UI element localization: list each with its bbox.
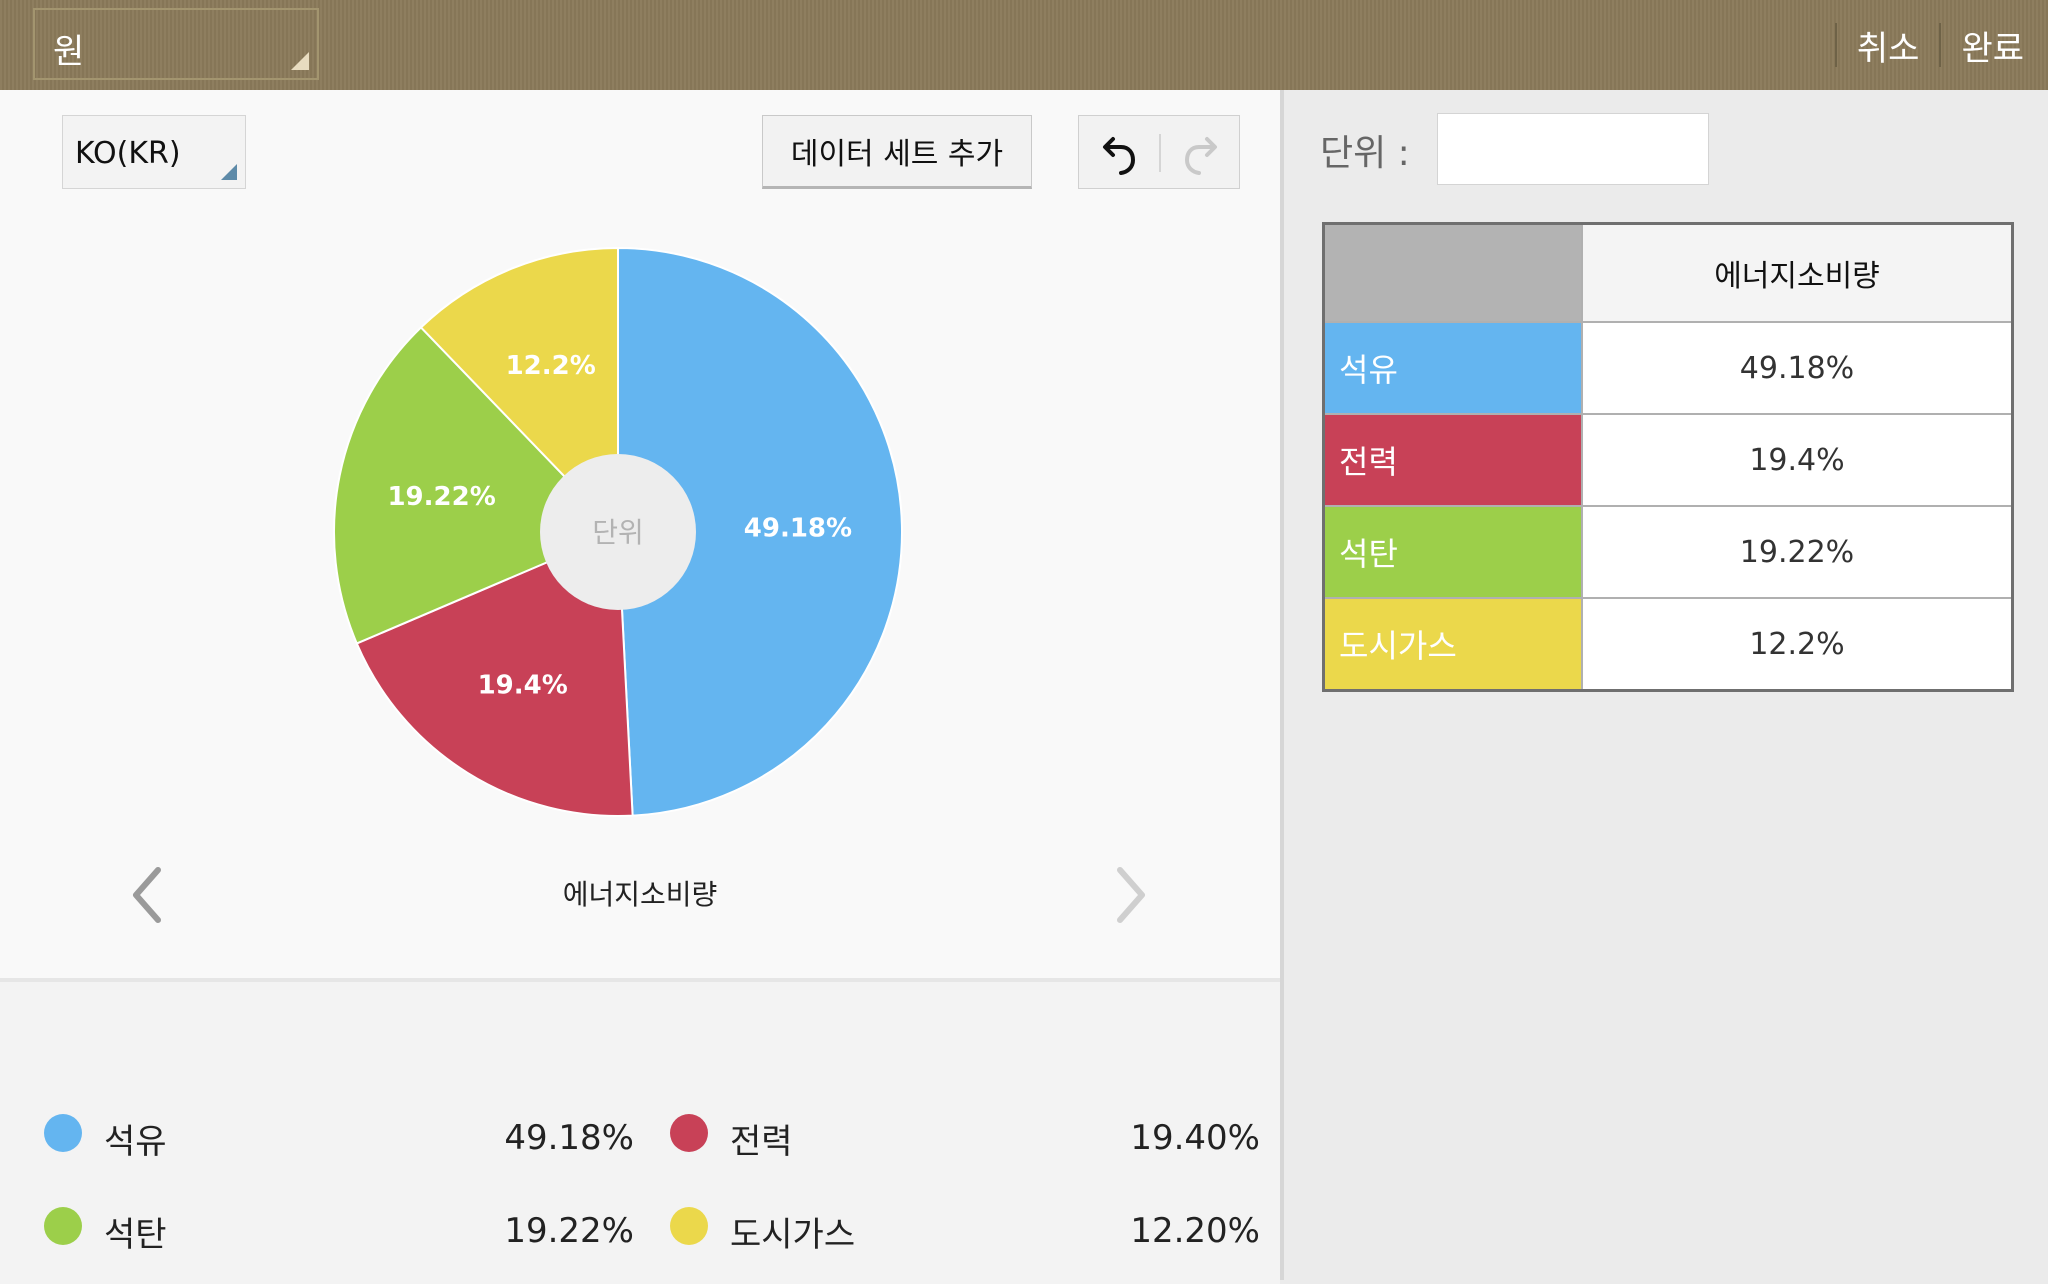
unit-label: 단위 : xyxy=(1320,133,1410,174)
slice-label: 49.18% xyxy=(744,513,852,543)
legend-swatch xyxy=(44,1114,82,1152)
table-row: 전력 19.4% xyxy=(1322,413,2014,507)
add-dataset-button[interactable]: 데이터 세트 추가 xyxy=(762,115,1032,189)
data-table: 에너지소비량 석유 49.18% 전력 19.4% 석탄 19.22% 도시가스… xyxy=(1322,222,2014,692)
legend-swatch xyxy=(670,1114,708,1152)
chart-type-label: 원 xyxy=(53,32,85,72)
chart-legend: 석유 49.18% 전력 19.40% 석탄 19.22% 도시가스 12.20… xyxy=(0,978,1280,1284)
pie-slice[interactable] xyxy=(419,246,619,535)
category-cell[interactable]: 도시가스 xyxy=(1322,597,1583,692)
undo-icon[interactable] xyxy=(1099,129,1143,177)
chart-panel: KO(KR) 데이터 세트 추가 49.18% 19.4% 19.22% 12.2% 단… xyxy=(0,90,1280,1284)
legend-label: 석탄 xyxy=(104,1215,167,1255)
legend-item: 석탄 19.22% xyxy=(34,1195,634,1255)
legend-swatch xyxy=(670,1207,708,1245)
legend-label: 석유 xyxy=(104,1122,167,1162)
chevron-left-icon[interactable] xyxy=(122,860,172,930)
legend-item: 전력 19.40% xyxy=(660,1102,1260,1162)
legend-value: 12.20% xyxy=(1130,1211,1260,1251)
legend-value: 49.18% xyxy=(504,1118,634,1158)
undo-redo-group xyxy=(1078,115,1240,189)
category-cell[interactable]: 석유 xyxy=(1322,321,1583,415)
cancel-button[interactable]: 취소 xyxy=(1856,28,1920,69)
data-editor-panel: 단위 : 에너지소비량 석유 49.18% 전력 19.4% 석탄 19.22%… xyxy=(1284,90,2048,1280)
slice-label: 12.2% xyxy=(506,351,596,381)
slice-label: 19.22% xyxy=(387,482,495,512)
center-label: 단위 xyxy=(592,516,644,549)
unit-input[interactable] xyxy=(1437,113,1709,185)
top-bar: 원 취소 완료 xyxy=(0,0,2048,91)
value-cell[interactable]: 49.18% xyxy=(1581,321,2014,415)
chart-type-dropdown[interactable]: 원 xyxy=(33,8,319,80)
table-corner-cell xyxy=(1322,222,1583,323)
chart-title: 에너지소비량 xyxy=(562,878,718,911)
undo-redo-separator xyxy=(1159,134,1161,172)
table-header-cell[interactable]: 에너지소비량 xyxy=(1581,222,2014,323)
value-cell[interactable]: 12.2% xyxy=(1581,597,2014,692)
dropdown-corner-icon xyxy=(291,52,309,70)
legend-label: 도시가스 xyxy=(730,1215,856,1255)
language-dropdown[interactable]: KO(KR) xyxy=(62,115,246,189)
category-cell[interactable]: 전력 xyxy=(1322,413,1583,507)
action-separator xyxy=(1834,23,1837,67)
slice-label: 19.4% xyxy=(478,671,568,701)
pie-slice[interactable] xyxy=(355,530,634,817)
legend-label: 전력 xyxy=(730,1122,793,1162)
table-header-row: 에너지소비량 xyxy=(1322,222,2014,323)
language-label: KO(KR) xyxy=(75,136,181,171)
redo-icon[interactable] xyxy=(1177,129,1221,177)
chevron-right-icon[interactable] xyxy=(1106,860,1156,930)
legend-value: 19.40% xyxy=(1130,1118,1260,1158)
table-row: 석탄 19.22% xyxy=(1322,505,2014,599)
action-separator xyxy=(1939,23,1942,67)
value-cell[interactable]: 19.4% xyxy=(1581,413,2014,507)
pie-slice[interactable] xyxy=(617,246,903,817)
table-row: 석유 49.18% xyxy=(1322,321,2014,415)
legend-swatch xyxy=(44,1207,82,1245)
done-button[interactable]: 완료 xyxy=(1961,28,2024,69)
donut-center xyxy=(540,454,696,610)
value-cell[interactable]: 19.22% xyxy=(1581,505,2014,599)
top-actions: 취소 완료 xyxy=(1817,0,2048,90)
legend-item: 석유 49.18% xyxy=(34,1102,634,1162)
legend-value: 19.22% xyxy=(504,1211,634,1251)
table-row: 도시가스 12.2% xyxy=(1322,597,2014,692)
panel-divider xyxy=(1280,90,1284,1280)
pie-slice[interactable] xyxy=(333,326,620,645)
pie-chart: 49.18% 19.4% 19.22% 12.2% 단위 xyxy=(333,246,903,817)
category-cell[interactable]: 석탄 xyxy=(1322,505,1583,599)
dropdown-corner-icon xyxy=(221,164,237,180)
legend-item: 도시가스 12.20% xyxy=(660,1195,1260,1255)
